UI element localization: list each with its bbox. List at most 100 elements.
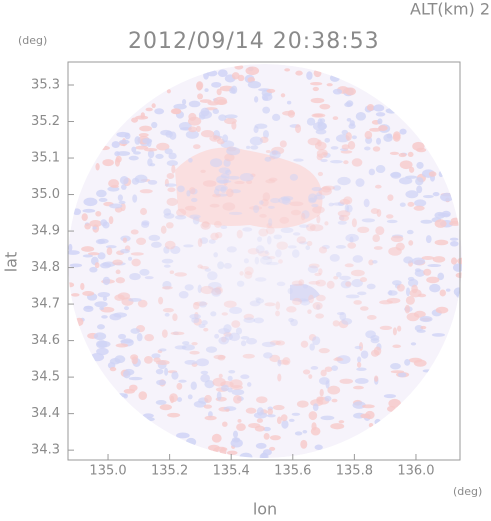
speckle (351, 218, 357, 228)
speckle (372, 260, 378, 264)
speckle (92, 226, 97, 230)
speckle (243, 313, 255, 320)
speckle (368, 168, 376, 176)
speckle (326, 280, 335, 289)
speckle (450, 257, 458, 265)
speckle (183, 244, 194, 248)
speckle (450, 240, 459, 247)
speckle (200, 221, 211, 230)
speckle (346, 100, 354, 107)
radar-disk (68, 64, 462, 458)
speckle (200, 266, 209, 270)
speckle (350, 269, 365, 277)
speckle (227, 387, 233, 393)
speckle (102, 159, 114, 167)
speckle (184, 359, 197, 365)
speckle (228, 370, 236, 374)
speckle (388, 398, 401, 408)
speckle (286, 100, 292, 105)
speckle (197, 93, 204, 100)
speckle (281, 419, 289, 429)
speckle (164, 367, 169, 376)
speckle (132, 194, 138, 203)
speckle (95, 211, 102, 217)
y-tick-label: 34.6 (31, 333, 60, 348)
speckle (164, 148, 173, 155)
speckle (68, 282, 75, 288)
speckle (368, 259, 374, 266)
speckle (215, 231, 223, 239)
speckle (383, 394, 396, 399)
speckle (360, 306, 369, 311)
speckle (72, 208, 82, 216)
speckle (130, 229, 139, 235)
reflect-region (290, 283, 320, 302)
speckle (376, 137, 382, 145)
speckle (332, 320, 340, 327)
speckle (296, 400, 309, 408)
speckle (210, 311, 217, 317)
speckle (102, 296, 108, 302)
speckle (399, 128, 407, 135)
speckle (139, 268, 150, 276)
speckle (408, 240, 414, 246)
speckle (423, 268, 432, 276)
speckle (240, 374, 250, 380)
speckle (269, 435, 281, 441)
speckle (253, 317, 264, 324)
speckle (389, 151, 400, 156)
speckle (352, 255, 364, 263)
speckle (204, 88, 209, 92)
speckle (392, 327, 397, 336)
speckle (255, 297, 261, 301)
speckle (99, 262, 112, 269)
speckle (270, 198, 281, 204)
speckle (82, 254, 94, 258)
speckle (291, 412, 301, 416)
speckle (396, 283, 405, 292)
speckle (265, 179, 276, 184)
speckle (282, 357, 291, 366)
speckle (385, 108, 398, 114)
speckle (288, 418, 295, 422)
speckle (95, 238, 106, 245)
speckle (184, 284, 194, 291)
speckle (290, 318, 298, 327)
speckle (182, 341, 190, 346)
x-tick-label: 135.2 (151, 464, 188, 479)
speckle (98, 145, 110, 151)
speckle (197, 264, 203, 269)
speckle (318, 268, 323, 275)
speckle (213, 96, 227, 105)
speckle (324, 366, 333, 372)
speckle (353, 300, 362, 305)
speckle (160, 129, 172, 136)
speckle (200, 169, 206, 173)
speckle (258, 228, 269, 237)
speckle (212, 193, 221, 198)
y-tick-label: 34.5 (31, 370, 60, 385)
speckle (332, 116, 339, 121)
speckle (388, 290, 393, 296)
speckle (211, 81, 222, 88)
speckle (156, 379, 167, 386)
speckle (292, 232, 301, 236)
speckle (114, 151, 121, 157)
speckle (266, 88, 276, 93)
speckle (320, 158, 328, 163)
speckle (102, 276, 111, 286)
speckle (293, 158, 304, 162)
speckle (408, 166, 415, 173)
speckle (214, 220, 222, 228)
speckle (345, 87, 356, 96)
speckle (89, 220, 102, 228)
speckle (306, 117, 316, 126)
speckle (214, 333, 220, 339)
reflect-region (175, 147, 323, 229)
speckle (156, 142, 170, 151)
speckle (95, 163, 100, 171)
speckle (279, 140, 287, 148)
speckle (275, 301, 281, 310)
speckle (201, 320, 208, 326)
speckle (150, 241, 162, 248)
